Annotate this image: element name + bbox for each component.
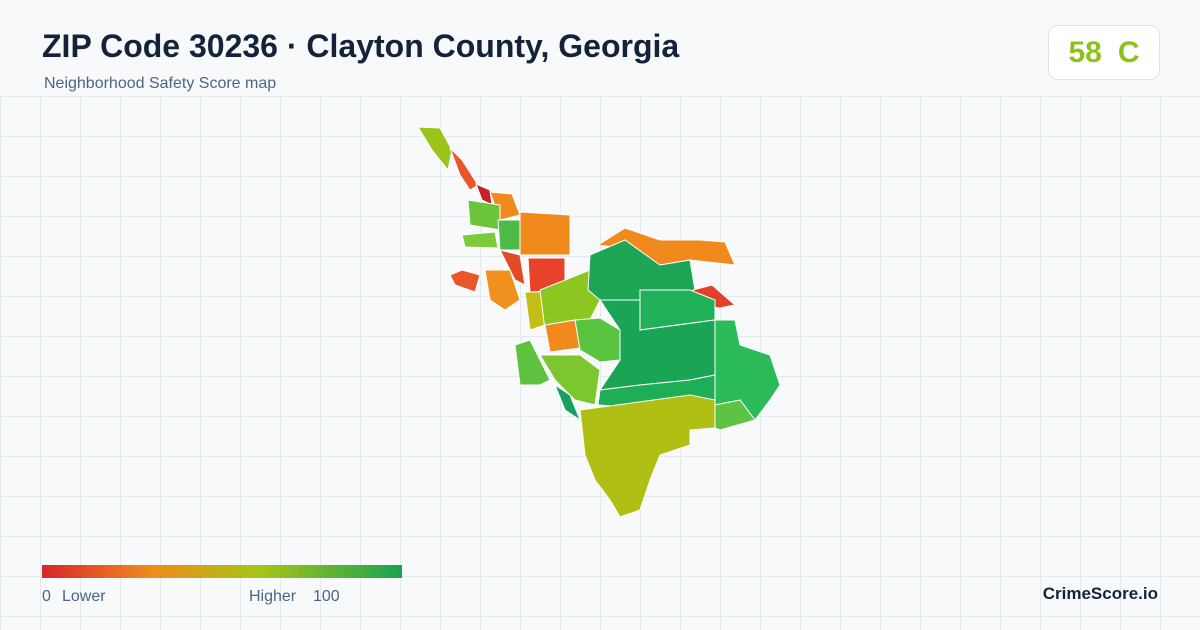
- subtitle: Neighborhood Safety Score map: [44, 75, 277, 92]
- neighborhood: [579, 394, 716, 518]
- neighborhood: [519, 211, 571, 256]
- neighborhood: [449, 269, 481, 293]
- legend-min-label: Lower: [62, 588, 106, 605]
- neighborhood: [497, 219, 523, 251]
- neighborhood: [539, 354, 601, 406]
- brand: CrimeScore.io: [1042, 584, 1158, 603]
- neighborhood: [574, 317, 621, 363]
- neighborhood: [467, 199, 501, 231]
- legend-max: 100: [313, 588, 340, 605]
- legend-min: 0: [42, 588, 51, 605]
- neighborhood: [553, 383, 582, 422]
- legend-max-label: Higher: [249, 588, 297, 605]
- title: ZIP Code 30236 · Clayton County, Georgia: [42, 28, 680, 64]
- grade: C: [1117, 35, 1140, 69]
- neighborhood: [449, 147, 479, 191]
- legend-gradient: [42, 565, 402, 578]
- neighborhood: [499, 249, 526, 286]
- neighborhood: [461, 231, 499, 249]
- neighborhood: [544, 319, 581, 353]
- neighborhood: [417, 126, 453, 172]
- score-box: 58 C: [1048, 25, 1160, 80]
- neighborhood: [484, 269, 521, 311]
- score: 58: [1068, 35, 1102, 69]
- neighborhood: [514, 339, 551, 386]
- map-grid: [0, 96, 1200, 630]
